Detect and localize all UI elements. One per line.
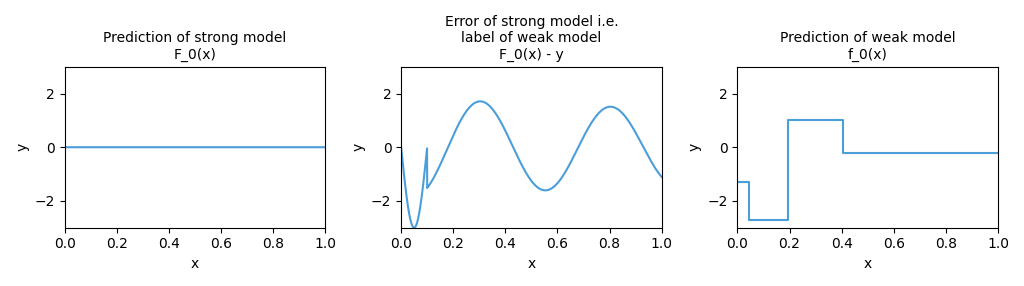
X-axis label: x: x [527, 257, 536, 271]
X-axis label: x: x [863, 257, 871, 271]
Title: Prediction of strong model
F_0(x): Prediction of strong model F_0(x) [103, 31, 287, 61]
Title: Error of strong model i.e.
label of weak model
F_0(x) - y: Error of strong model i.e. label of weak… [444, 15, 618, 61]
X-axis label: x: x [190, 257, 200, 271]
Y-axis label: y: y [688, 143, 701, 151]
Y-axis label: y: y [15, 143, 29, 151]
Y-axis label: y: y [351, 143, 366, 151]
Title: Prediction of weak model
f_0(x): Prediction of weak model f_0(x) [780, 31, 955, 61]
